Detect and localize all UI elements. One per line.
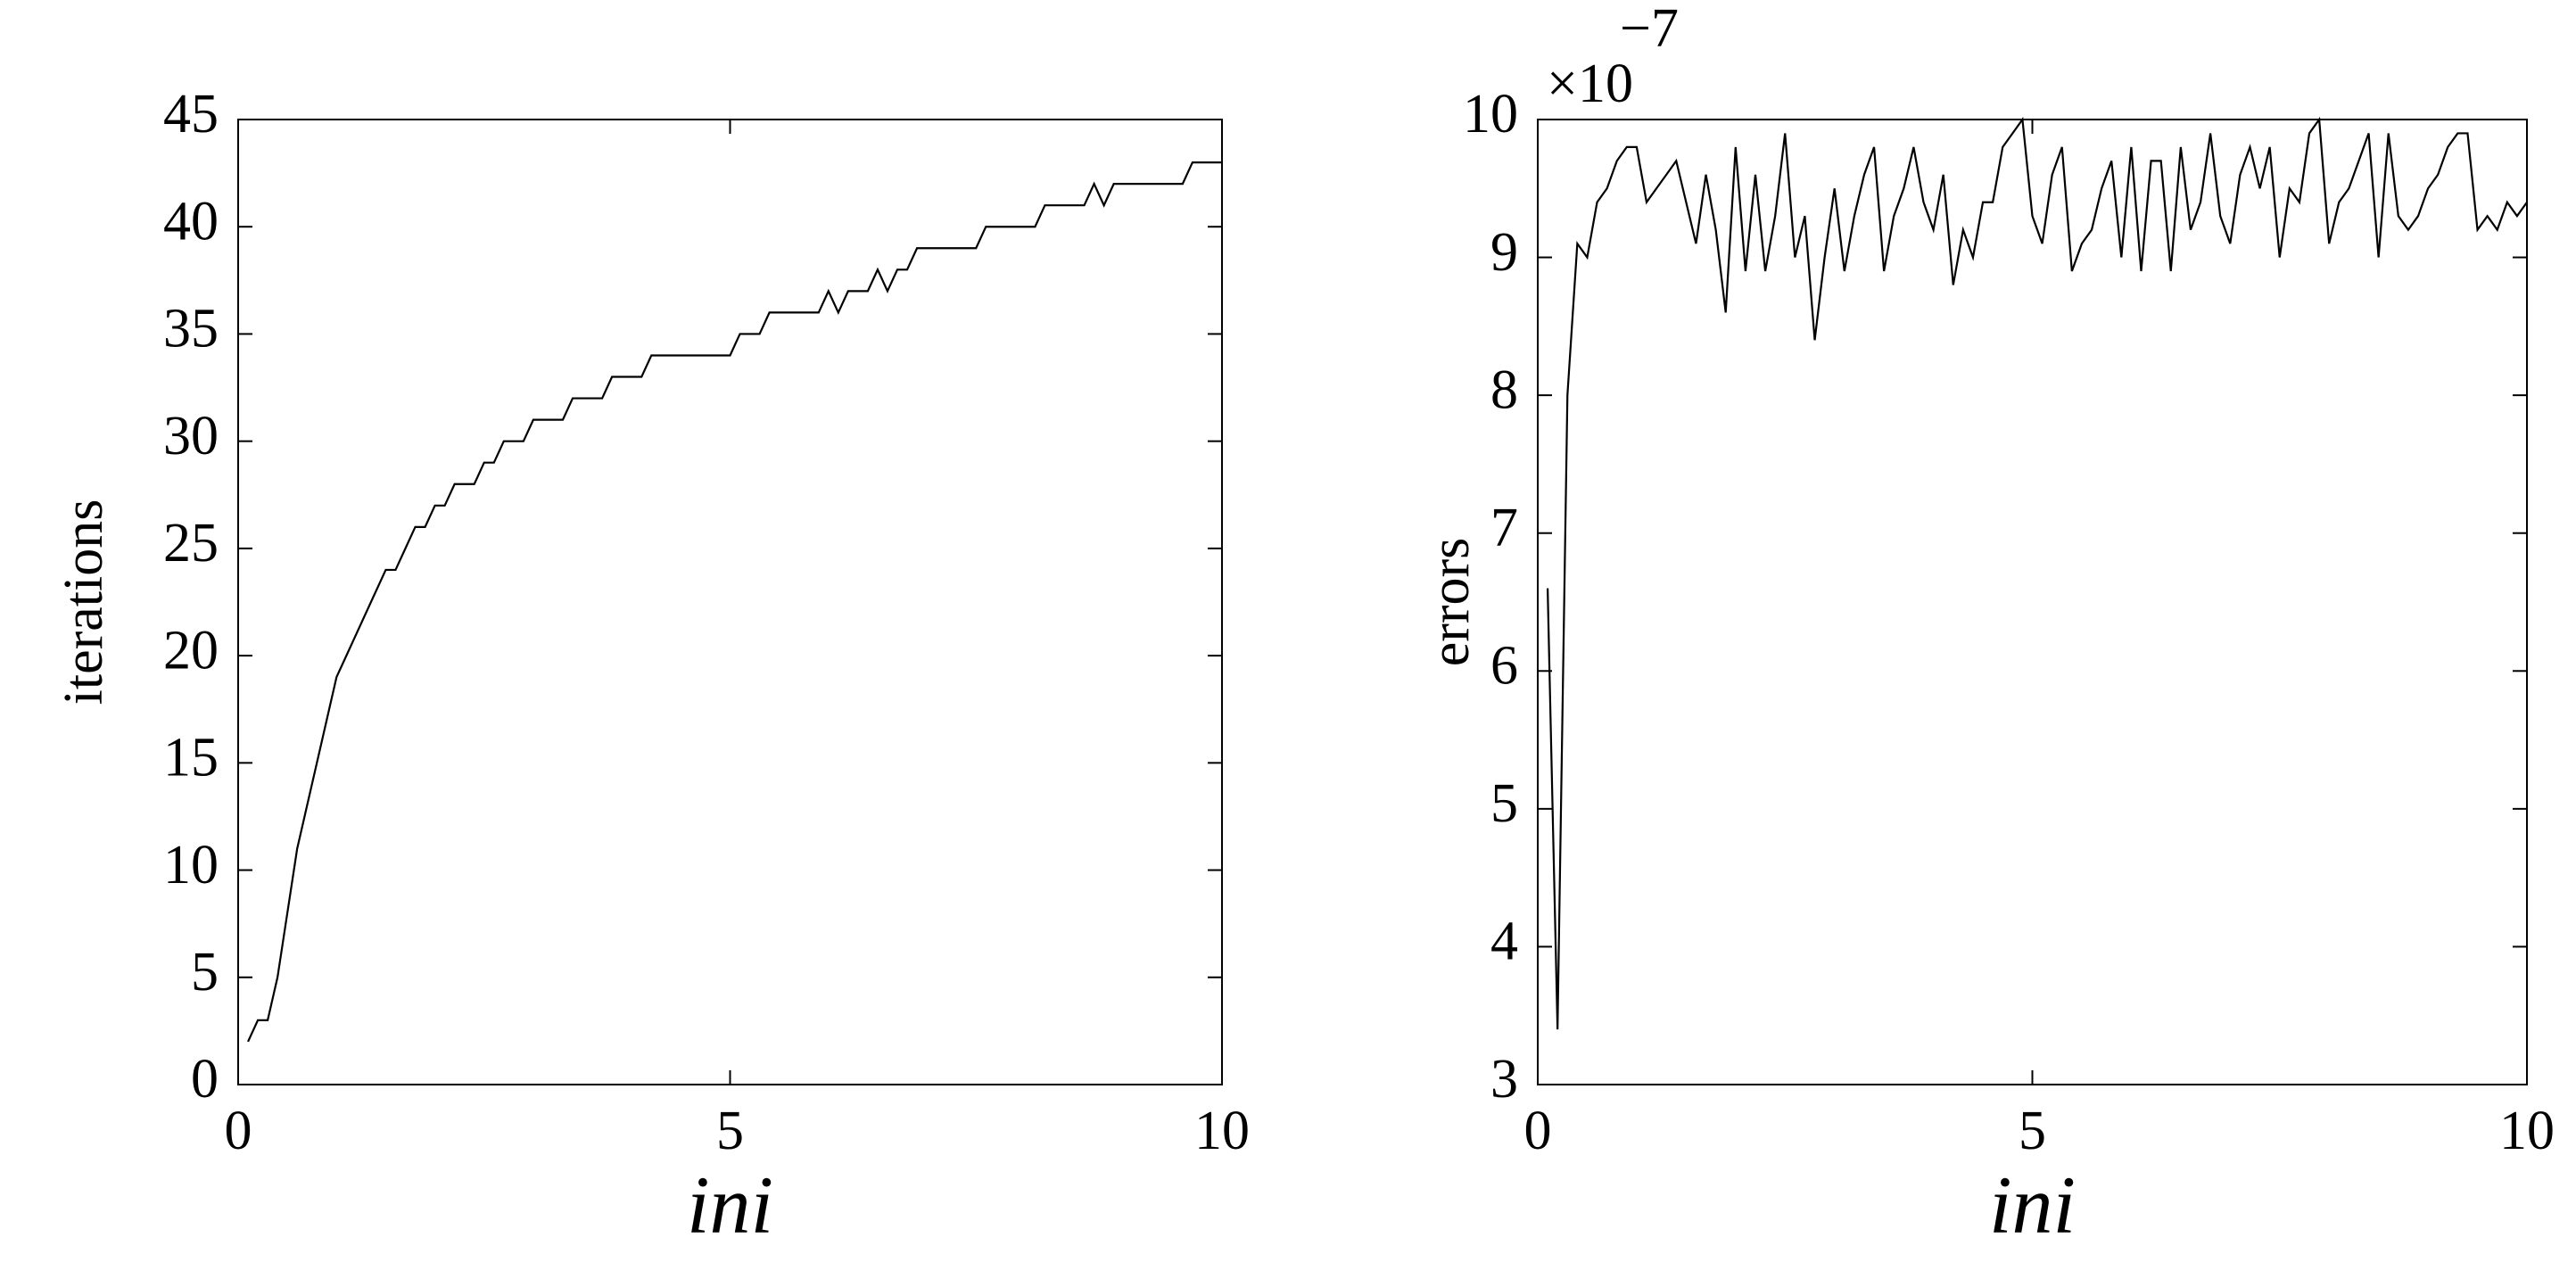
axis-exponent: −7 — [1620, 0, 1679, 59]
y-tick-label: 45 — [163, 84, 219, 144]
x-tick-label: 10 — [1194, 1101, 1250, 1161]
x-tick-label: 5 — [716, 1101, 744, 1161]
y-axis-label: iterations — [54, 499, 114, 706]
y-tick-label: 3 — [1490, 1049, 1518, 1110]
y-tick-label: 10 — [163, 835, 219, 895]
y-tick-label: 15 — [163, 728, 219, 788]
y-tick-label: 9 — [1490, 222, 1518, 283]
x-axis-label: ini — [687, 1159, 773, 1250]
data-line — [1546, 116, 2528, 1030]
y-tick-label: 35 — [163, 299, 219, 359]
y-tick-label: 25 — [163, 513, 219, 573]
y-axis-label: errors — [1420, 538, 1481, 667]
axis-multiplier: ×10 — [1547, 54, 1633, 114]
y-tick-label: 7 — [1490, 498, 1518, 558]
x-tick-label: 10 — [2499, 1101, 2555, 1161]
y-tick-label: 20 — [163, 620, 219, 681]
y-tick-label: 30 — [163, 406, 219, 466]
y-tick-label: 0 — [191, 1049, 219, 1110]
y-tick-label: 8 — [1490, 359, 1518, 420]
plot-frame — [1537, 119, 2528, 1085]
plot-frame — [237, 119, 1223, 1085]
x-tick-label: 5 — [2019, 1101, 2046, 1161]
y-tick-label: 6 — [1490, 636, 1518, 697]
x-tick-label: 0 — [225, 1101, 252, 1161]
y-tick-label: 40 — [163, 191, 219, 252]
y-tick-label: 4 — [1490, 912, 1518, 972]
y-tick-label: 5 — [191, 942, 219, 1003]
x-axis-label: ini — [1989, 1159, 2076, 1250]
y-tick-label: 5 — [1490, 773, 1518, 834]
y-tick-label: 10 — [1463, 84, 1518, 144]
x-tick-label: 0 — [1524, 1101, 1552, 1161]
data-line — [247, 161, 1222, 1043]
